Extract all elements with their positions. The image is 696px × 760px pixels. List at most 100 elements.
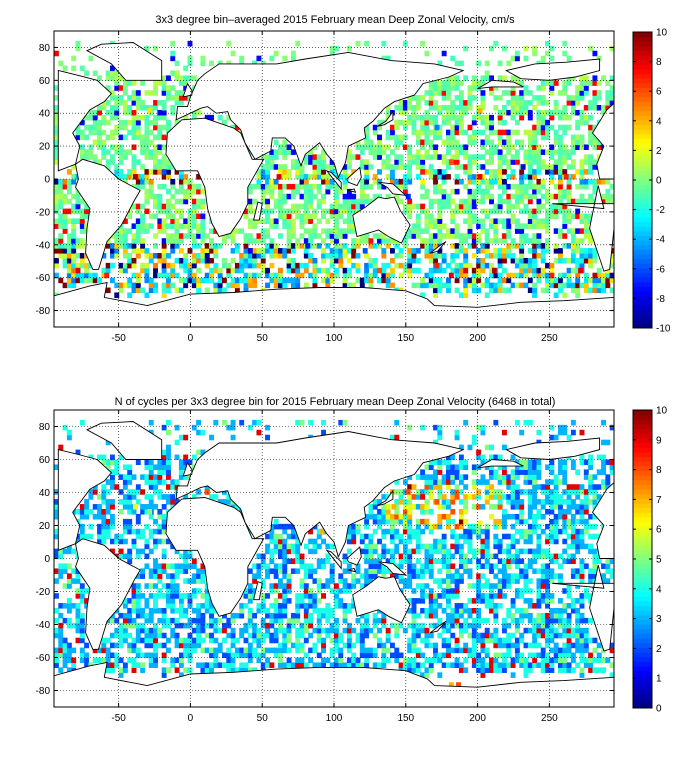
colorbar-segment <box>633 41 652 47</box>
data-bin <box>372 662 378 668</box>
data-bin <box>502 90 507 96</box>
data-bin <box>334 622 339 629</box>
data-bin <box>506 647 512 654</box>
data-bin <box>433 129 438 136</box>
data-bin <box>355 40 361 47</box>
data-bin <box>122 154 128 160</box>
data-bin <box>415 627 421 634</box>
data-bin <box>312 603 318 609</box>
data-bin <box>510 159 516 165</box>
data-bin <box>140 474 146 480</box>
data-bin <box>79 652 85 659</box>
data-bin <box>420 193 426 200</box>
data-bin <box>58 568 64 574</box>
data-bin <box>239 277 245 284</box>
data-bin <box>368 652 374 659</box>
data-bin <box>428 213 434 220</box>
data-bin <box>187 598 193 604</box>
data-bin <box>437 174 443 180</box>
data-bin <box>334 174 339 180</box>
data-bin <box>523 183 529 190</box>
data-bin <box>247 272 253 279</box>
data-bin <box>450 85 456 91</box>
data-bin <box>269 622 275 629</box>
data-bin <box>420 208 426 215</box>
data-bin <box>88 509 94 515</box>
data-bin <box>411 109 417 116</box>
data-bin <box>446 469 451 475</box>
data-bin <box>196 662 202 668</box>
data-bin <box>411 632 417 639</box>
data-bin <box>532 248 538 254</box>
data-bin <box>454 174 460 180</box>
data-bin <box>523 223 529 229</box>
data-bin <box>174 90 180 96</box>
data-bin <box>441 494 447 500</box>
data-bin <box>467 622 473 629</box>
data-bin <box>278 647 283 654</box>
data-bin <box>135 114 141 121</box>
data-bin <box>334 632 339 639</box>
data-bin <box>114 253 120 259</box>
data-bin <box>596 90 602 96</box>
data-bin <box>420 124 426 131</box>
data-bin <box>170 603 176 609</box>
data-bin <box>566 100 572 106</box>
data-bin <box>558 144 563 150</box>
data-bin <box>385 632 391 639</box>
data-bin <box>200 248 206 254</box>
data-bin <box>471 622 477 629</box>
data-bin <box>110 459 115 466</box>
data-bin <box>575 243 581 249</box>
data-bin <box>286 149 292 155</box>
data-bin <box>196 277 202 284</box>
data-bin <box>381 149 387 155</box>
data-bin <box>222 287 227 294</box>
data-bin <box>493 583 499 589</box>
data-bin <box>527 134 533 141</box>
data-bin <box>110 513 115 520</box>
data-bin <box>58 622 64 629</box>
data-bin <box>532 149 538 155</box>
data-bin <box>178 257 184 264</box>
data-bin <box>252 198 258 205</box>
data-bin <box>54 223 59 229</box>
data-bin <box>415 203 421 210</box>
data-bin <box>247 282 253 289</box>
data-bin <box>299 598 305 604</box>
data-bin <box>467 523 473 530</box>
data-bin <box>510 657 516 664</box>
colorbar-segment <box>633 240 652 246</box>
data-bin <box>295 419 301 426</box>
data-bin <box>390 164 395 170</box>
data-bin <box>437 105 443 111</box>
data-bin <box>282 583 288 589</box>
data-bin <box>407 228 413 234</box>
data-bin <box>351 203 357 210</box>
data-bin <box>273 617 279 624</box>
data-bin <box>519 238 525 244</box>
data-bin <box>269 238 275 244</box>
data-bin <box>308 154 314 160</box>
data-bin <box>415 154 421 160</box>
data-bin <box>148 612 154 619</box>
data-bin <box>514 100 520 106</box>
data-bin <box>549 164 555 170</box>
data-bin <box>359 238 365 244</box>
data-bin <box>66 578 72 584</box>
data-bin <box>506 583 512 589</box>
data-bin <box>411 622 417 629</box>
data-bin <box>97 538 102 545</box>
data-bin <box>66 429 72 436</box>
data-bin <box>122 494 128 500</box>
data-bin <box>135 637 141 644</box>
data-bin <box>424 509 430 515</box>
data-bin <box>290 50 296 57</box>
data-bin <box>532 45 538 52</box>
data-bin <box>308 183 314 190</box>
data-bin <box>209 647 214 654</box>
data-bin <box>514 272 520 279</box>
data-bin <box>484 548 490 555</box>
data-bin <box>170 573 176 579</box>
data-bin <box>187 267 193 274</box>
